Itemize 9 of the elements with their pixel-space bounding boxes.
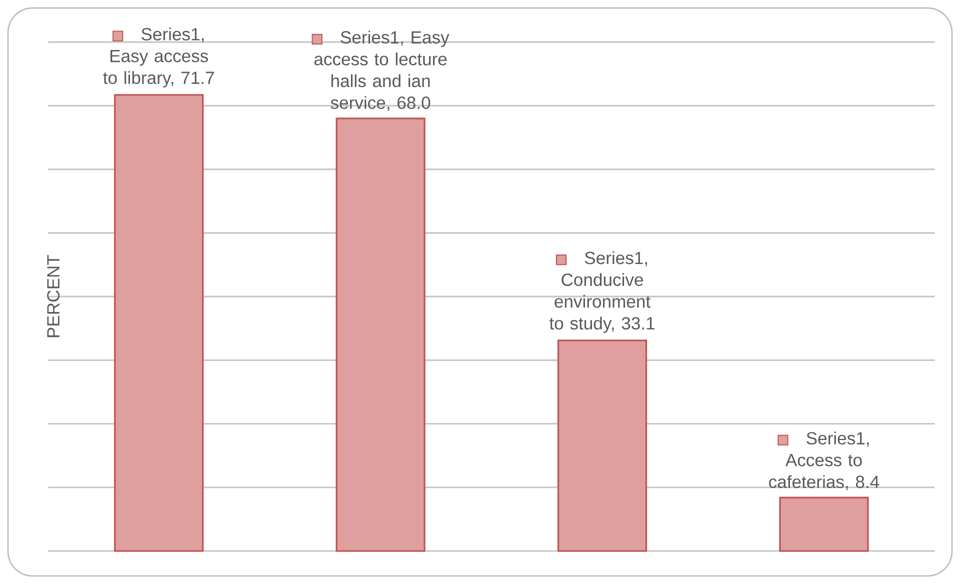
data-label: Series1, Conducive environment to study, 33.1 xyxy=(549,251,654,334)
data-label: Series1, Easy access to lecture halls and ian service, 68.0 xyxy=(314,30,450,112)
bar xyxy=(114,94,204,552)
data-label: Series1, Access to cafeterias, 8.4 xyxy=(769,432,880,490)
data-label: Series1, Easy access to library, 71.7 xyxy=(103,28,214,88)
bar xyxy=(557,340,648,552)
bar xyxy=(336,118,426,552)
bar xyxy=(779,496,869,552)
y-axis-title: PERCENT xyxy=(47,254,60,338)
